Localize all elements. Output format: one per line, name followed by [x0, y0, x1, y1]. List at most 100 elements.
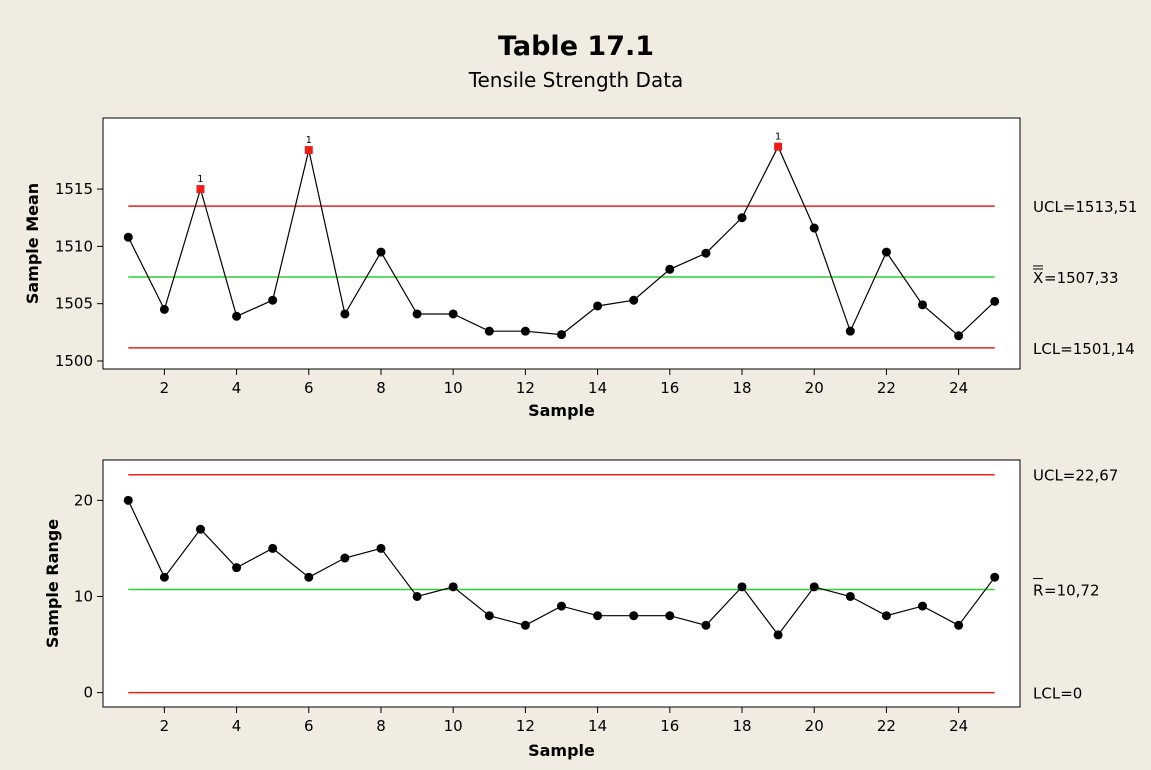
x-axis-label: Sample	[528, 741, 595, 760]
data-point	[448, 309, 458, 319]
data-point	[304, 572, 314, 582]
data-point	[195, 524, 205, 534]
data-point	[232, 563, 242, 573]
data-point	[268, 295, 278, 305]
x-tick-label: 12	[516, 717, 535, 735]
data-point	[520, 326, 530, 336]
data-point	[845, 326, 855, 336]
x-tick-label: 16	[660, 379, 679, 397]
x-tick-label: 20	[805, 717, 824, 735]
ucl-label: UCL=22,67	[1033, 467, 1118, 485]
data-point	[232, 311, 242, 321]
x-tick-label: 4	[232, 717, 242, 735]
data-point	[412, 309, 422, 319]
x-tick-label: 18	[732, 379, 751, 397]
lcl-label: LCL=0	[1033, 685, 1082, 703]
x-tick-label: 24	[949, 379, 968, 397]
data-point	[520, 620, 530, 630]
out-of-control-point	[196, 185, 205, 194]
y-tick-label: 20	[74, 491, 93, 509]
data-point	[123, 495, 133, 505]
data-point	[557, 330, 566, 340]
y-tick-label: 1510	[55, 237, 93, 255]
x-tick-label: 12	[516, 379, 535, 397]
figure-subtitle: Tensile Strength Data	[468, 68, 684, 92]
x-tick-label: 20	[805, 379, 824, 397]
data-point	[665, 264, 675, 274]
center-line-symbol: X	[1033, 269, 1043, 287]
data-point	[918, 601, 928, 611]
out-of-control-flag: 1	[775, 132, 781, 143]
y-tick-label: 1515	[55, 180, 93, 198]
data-point	[665, 611, 675, 621]
data-point	[954, 331, 964, 341]
data-point	[340, 553, 350, 563]
data-point	[773, 630, 783, 640]
x-tick-label: 2	[160, 379, 170, 397]
data-point	[809, 223, 819, 233]
x-tick-label: 16	[660, 717, 679, 735]
x-axis-label: Sample	[528, 401, 595, 420]
x-tick-label: 10	[444, 379, 463, 397]
data-point	[159, 304, 169, 314]
out-of-control-point	[304, 146, 313, 155]
data-point	[268, 543, 278, 553]
lcl-label: LCL=1501,14	[1033, 340, 1135, 358]
out-of-control-flag: 1	[197, 174, 203, 185]
x-tick-label: 8	[376, 379, 386, 397]
x-tick-label: 6	[304, 379, 314, 397]
out-of-control-point	[774, 142, 783, 151]
ucl-label: UCL=1513,51	[1033, 198, 1137, 216]
x-tick-label: 10	[444, 717, 463, 735]
data-point	[123, 232, 133, 242]
data-point	[376, 543, 386, 553]
x-tick-label: 8	[376, 717, 386, 735]
y-axis-label: Sample Range	[43, 519, 62, 648]
data-point	[629, 611, 639, 621]
data-point	[412, 591, 422, 601]
plot-area	[102, 117, 1021, 370]
center-line-symbol: R	[1033, 582, 1043, 600]
x-tick-label: 2	[160, 717, 170, 735]
x-tick-label: 24	[949, 717, 968, 735]
data-point	[484, 326, 494, 336]
data-point	[340, 309, 350, 319]
x-tick-label: 14	[588, 379, 607, 397]
y-axis-label: Sample Mean	[23, 183, 42, 304]
data-point	[990, 296, 1000, 306]
y-tick-label: 0	[83, 684, 93, 702]
center-line-label: =1507,33	[1044, 269, 1119, 287]
data-point	[809, 582, 819, 592]
data-point	[918, 300, 928, 310]
data-point	[737, 582, 747, 592]
data-point	[484, 611, 494, 621]
data-point	[557, 601, 566, 611]
data-point	[159, 572, 169, 582]
x-tick-label: 14	[588, 717, 607, 735]
x-tick-label: 6	[304, 717, 314, 735]
center-line-label: =10,72	[1044, 582, 1100, 600]
data-point	[701, 248, 711, 258]
data-point	[954, 620, 964, 630]
data-point	[881, 611, 891, 621]
xbar-chart-panel: 2 4 6 8 10 12 14 16 18 20 22 241500150515101515Samp…	[23, 117, 1137, 420]
plot-area	[102, 459, 1021, 708]
x-tick-label: 22	[877, 717, 896, 735]
data-point	[629, 295, 639, 305]
data-point	[593, 301, 603, 311]
data-point	[845, 591, 855, 601]
data-point	[881, 247, 891, 257]
data-point	[701, 620, 711, 630]
data-point	[376, 247, 386, 257]
y-tick-label: 1500	[55, 352, 93, 370]
x-tick-label: 22	[877, 379, 896, 397]
x-tick-label: 18	[732, 717, 751, 735]
data-point	[990, 572, 1000, 582]
y-tick-label: 1505	[55, 295, 93, 313]
y-tick-label: 10	[74, 587, 93, 605]
x-tick-label: 4	[232, 379, 242, 397]
figure-title: Table 17.1	[498, 31, 654, 62]
data-point	[448, 582, 458, 592]
